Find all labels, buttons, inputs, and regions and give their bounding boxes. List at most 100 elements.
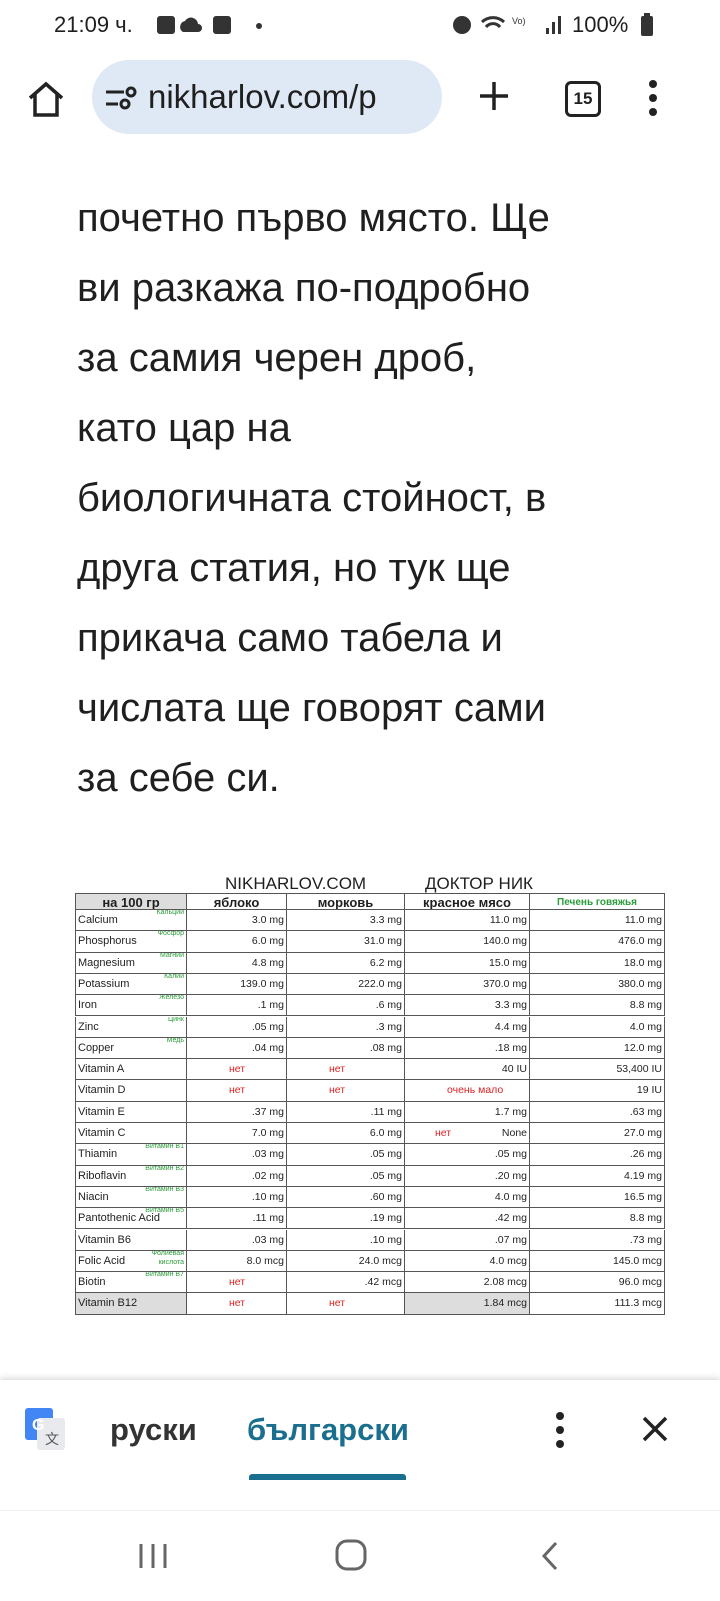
cell-text: 18.0 mg [624,956,662,969]
row-label-cell: Vitamin C [75,1123,187,1145]
cell-text: 380.0 mg [618,977,662,990]
value-cell: 24.0 mcg [287,1250,405,1273]
header-cell: яблоко [187,893,287,910]
source-language[interactable]: руски [110,1412,197,1447]
header-cell: красное мясо [405,893,530,910]
value-cell: нет [187,1059,287,1081]
cell-text: нет [329,1297,346,1310]
row-label-cell: Niacin Витамин B3 [75,1186,187,1209]
article-line: почетно първо място. Ще [77,196,550,240]
value-cell: 1.7 mg [405,1101,530,1123]
value-cell: 53,400 IU [530,1059,665,1081]
cell-text: .3 mg [375,1020,402,1033]
cell-text: 222.0 mg [358,977,402,990]
row-label-cell: Phosphorus Фосфор [75,931,187,953]
cell-text: 3.3 mg [494,999,527,1012]
row-label-cell: Riboflavin Витамин B2 [75,1165,187,1187]
cell-text: .05 mg [251,1020,284,1033]
value-cell: .03 mg [187,1229,287,1251]
value-cell: .05 mg [287,1165,405,1187]
nutrient-name: Vitamin C [78,1127,126,1139]
cell-text: .07 mg [494,1233,527,1246]
nutrient-name: Vitamin D [78,1084,126,1097]
value-cell: 111.3 mcg [530,1293,665,1315]
value-cell: 16.5 mg [530,1186,665,1209]
value-cell: 3.3 mg [287,910,405,932]
header-cell: морковь [287,893,405,910]
article-line: за себе си. [77,756,280,800]
value-cell: нет [287,1293,405,1315]
cell-text: красное мясо [423,895,511,910]
cell-text: .05 mg [369,1148,402,1161]
cell-text: .42 mcg [364,1276,402,1289]
cell-text: 476.0 mg [618,935,662,948]
row-label-cell: Iron Железо [75,995,187,1017]
value-cell: 2.08 mcg [405,1272,530,1294]
cell-text: .18 mg [494,1041,527,1054]
header-cell: на 100 гр [75,893,187,910]
nutrient-name: Vitamin B12 [78,1297,138,1310]
row-label-cell: Biotin Витамин B7 [75,1272,187,1294]
menu-button[interactable] [645,78,661,118]
nutrient-name-ru: Витамин B2 [145,1165,184,1172]
home-button[interactable] [26,80,66,120]
value-cell: 3.3 mg [405,995,530,1017]
svg-text:G: G [32,1417,44,1434]
cell-text: 96.0 mcg [618,1276,662,1289]
cell-text: .73 mg [629,1233,662,1246]
nutrient-name-ru: Витамин B1 [145,1144,184,1151]
value-cell: 222.0 mg [287,973,405,996]
tab-count[interactable]: 15 [565,81,601,117]
recents-button[interactable] [138,1543,168,1569]
value-cell: нет [187,1293,287,1315]
table-title-right: ДОКТОР НИК [425,874,533,893]
cell-text: 140.0 mg [483,935,527,948]
cell-text: нет [229,1063,246,1076]
nutrient-name: Potassium [78,977,130,990]
row-label-cell: Thiamin Витамин B1 [75,1144,187,1166]
value-cell: .11 mg [187,1208,287,1230]
cell-text: .42 mg [494,1212,527,1225]
value-cell: 8.8 mg [530,995,665,1017]
cell-text: 40 IU [501,1063,527,1076]
cell-text: 11.0 mg [489,914,527,926]
cell-text: 16.5 mg [624,1190,662,1203]
target-language[interactable]: български [247,1412,409,1447]
browser-toolbar: nikharlov.com/p 15 [0,50,720,152]
value-cell: 1.84 mcg [405,1293,530,1315]
value-cell: очень мало [405,1080,530,1102]
nutrient-name: Biotin [78,1276,106,1289]
value-cell: .02 mg [187,1165,287,1187]
address-bar[interactable]: nikharlov.com/p [92,60,442,134]
nutrient-name: Thiamin [78,1148,118,1161]
home-nav-button[interactable] [335,1539,367,1571]
value-cell: .05 mg [287,1144,405,1166]
cell-text: 4.0 mg [494,1190,527,1203]
value-cell: 4.0 mg [530,1016,665,1038]
nutrient-name: Calcium [78,914,118,926]
cell-text: .11 mg [252,1212,284,1225]
cell-text: нет [329,1084,346,1097]
nutrition-table-image: NIKHARLOV.COM ДОКТОР НИК на 100 гр яблоко… [75,874,665,1346]
value-cell: .11 mg [287,1101,405,1123]
cell-text: 53,400 IU [616,1063,662,1076]
row-label-cell: Magnesium Магний [75,952,187,974]
cell-text: 24.0 mcg [358,1254,402,1267]
cell-text: 139.0 mg [240,977,284,990]
back-button[interactable] [540,1541,560,1571]
value-cell: 31.0 mg [287,931,405,953]
value-cell: 4.0 mg [405,1186,530,1209]
value-cell: 139.0 mg [187,973,287,996]
svg-text:Vo): Vo) [512,16,526,26]
close-translate[interactable] [642,1416,668,1442]
row-label-cell: Vitamin E [75,1101,187,1123]
value-cell: .08 mg [287,1037,405,1060]
cell-text: 1.84 mcg [483,1297,527,1310]
cell-text: .02 mg [251,1169,284,1182]
value-cell: .1 mg [187,995,287,1017]
value-cell: 27.0 mg [530,1123,665,1145]
translate-menu[interactable] [552,1410,568,1450]
new-tab-button[interactable] [478,80,510,112]
